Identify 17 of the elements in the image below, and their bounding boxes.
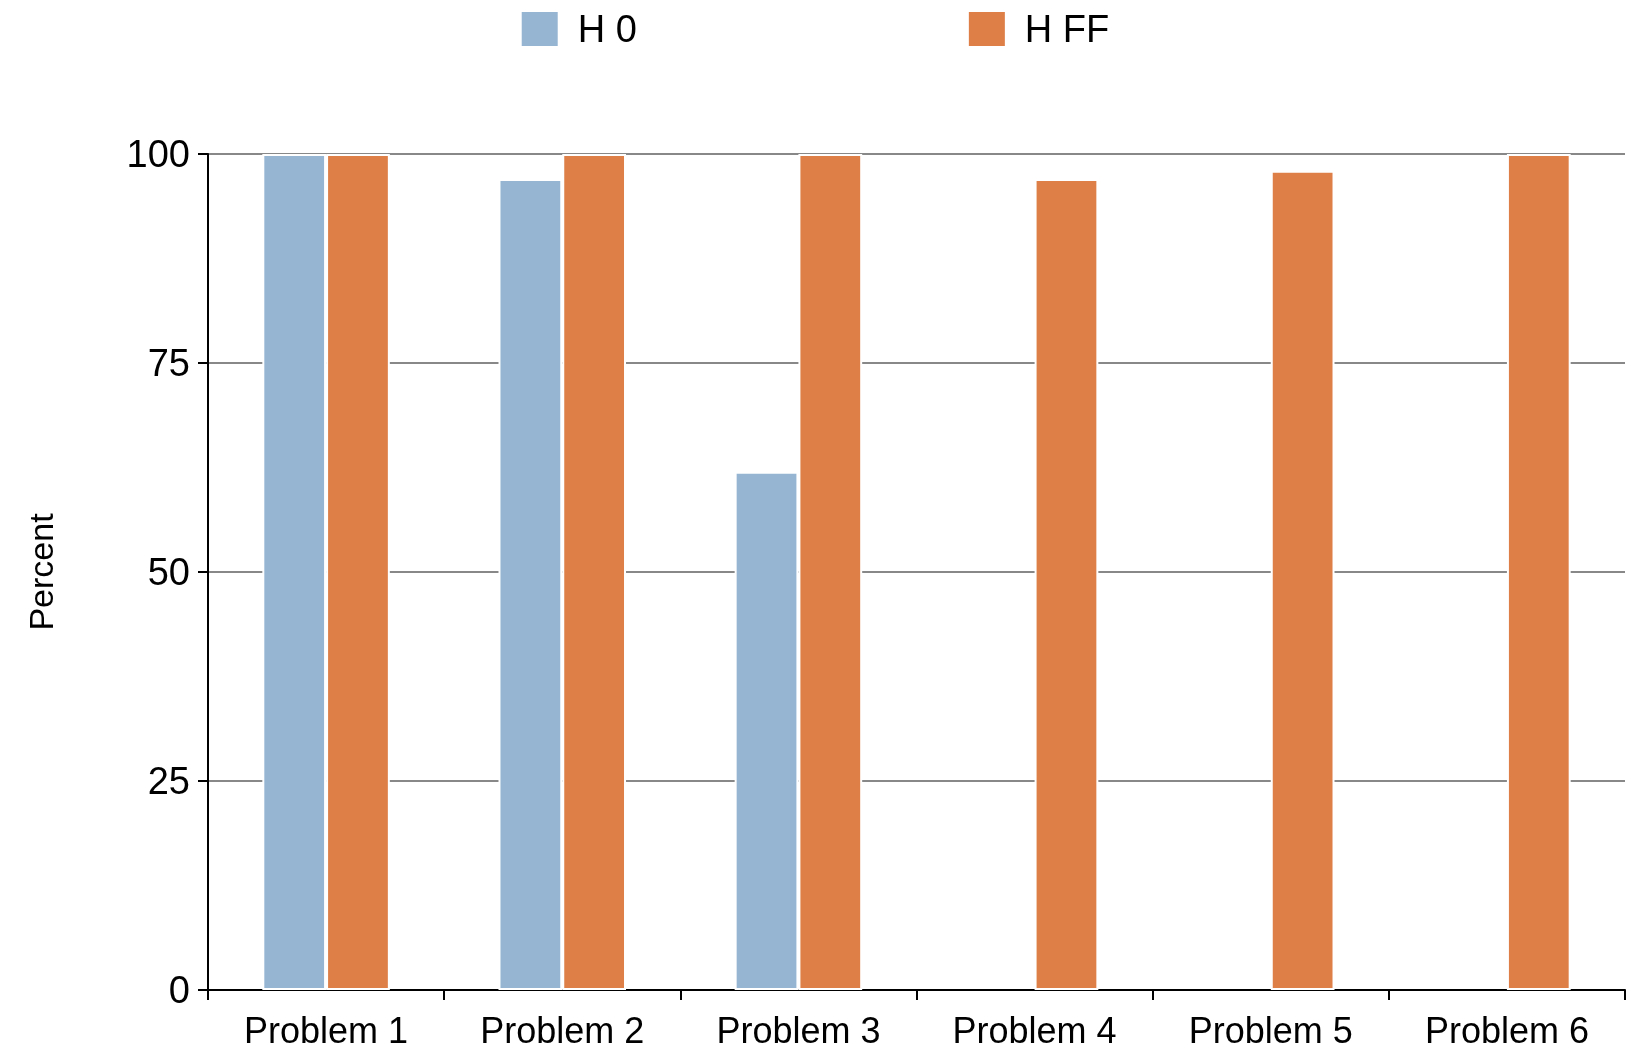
y-tick-label: 0 [168, 969, 190, 1011]
bar [1506, 154, 1571, 990]
x-tick-label: Problem 6 [1424, 1009, 1589, 1051]
legend-label: H FF [1024, 8, 1110, 50]
x-tick-label: Problem 1 [244, 1009, 409, 1051]
x-tick-label: Problem 5 [1188, 1009, 1353, 1051]
y-tick-label: 75 [147, 342, 190, 384]
y-tick-label: 50 [147, 551, 190, 593]
x-tick-label: Problem 2 [480, 1009, 645, 1051]
y-tick-label: 25 [147, 760, 190, 802]
x-tick-label: Problem 3 [716, 1009, 881, 1051]
legend-label: H 0 [577, 8, 637, 50]
y-tick-label: 100 [126, 133, 190, 175]
bar [1270, 170, 1335, 990]
y-axis-title: Percent [22, 512, 60, 631]
bar [1034, 179, 1099, 990]
x-tick-label: Problem 4 [952, 1009, 1117, 1051]
